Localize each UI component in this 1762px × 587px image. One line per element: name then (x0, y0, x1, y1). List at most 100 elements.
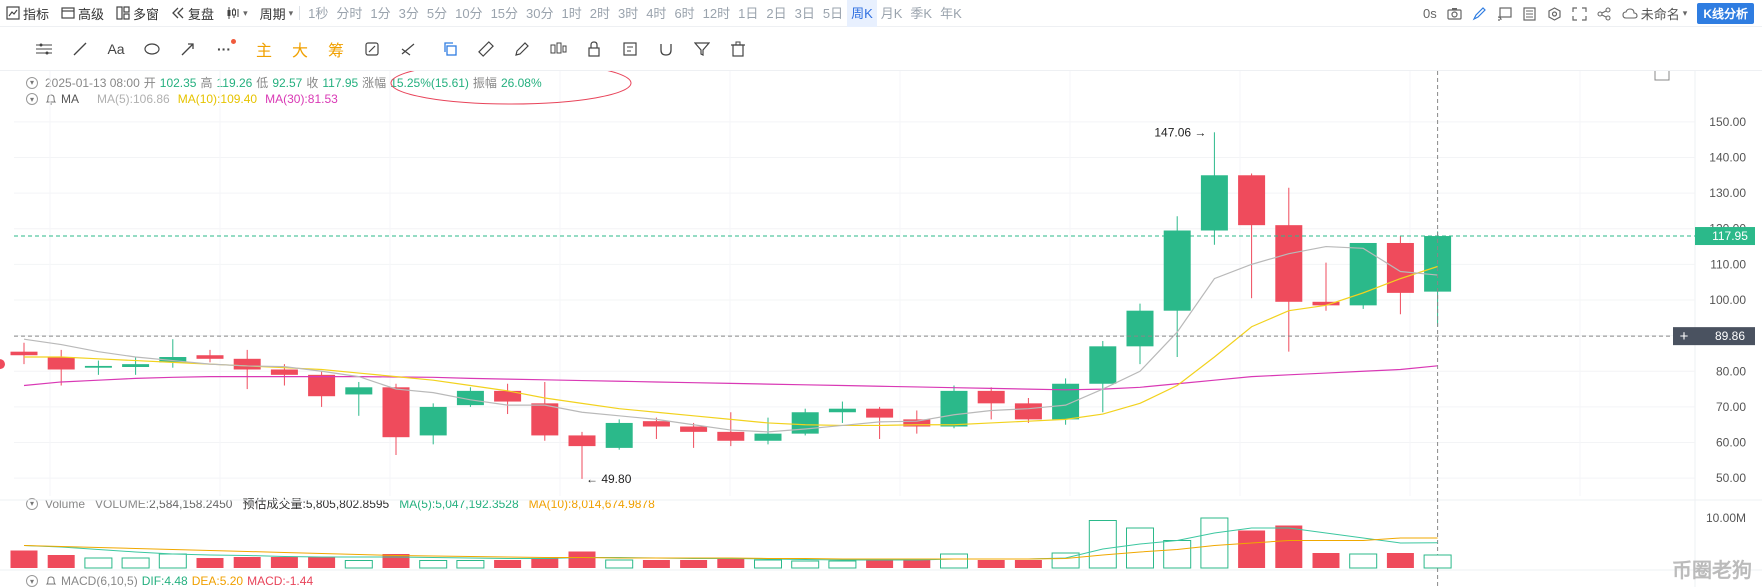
pencil-tool[interactable] (504, 34, 540, 64)
timeframe-2[interactable]: 1分 (370, 5, 391, 21)
crosshair-price-label: 89.86 (1715, 329, 1745, 343)
timeframe-21[interactable]: 年K (940, 5, 962, 21)
candle-body (642, 421, 670, 427)
timeframe-13[interactable]: 12时 (702, 5, 731, 21)
note-tool[interactable] (612, 34, 648, 64)
chip-tool[interactable]: 筹 (318, 34, 354, 64)
copy-tool[interactable] (432, 34, 468, 64)
volume-bar (1014, 560, 1042, 568)
settings-icon[interactable] (1547, 6, 1562, 21)
price-tick-label: 150.00 (1709, 115, 1746, 129)
more-tools[interactable]: ··· (206, 34, 242, 64)
timeframe-16[interactable]: 3日 (794, 5, 815, 21)
candle-body (866, 408, 894, 418)
candle-body (419, 406, 447, 436)
trend-line-tool[interactable] (62, 34, 98, 64)
filter-tool[interactable] (684, 34, 720, 64)
indicators-button[interactable]: 指标 (0, 0, 55, 27)
volume-bar (903, 560, 931, 568)
timeframe-7[interactable]: 30分 (526, 5, 554, 21)
collapse-icon[interactable]: ▾ (26, 93, 38, 105)
kline-analysis-button[interactable]: K线分析 (1697, 3, 1754, 24)
period-button[interactable]: 周期 ▾ (254, 0, 296, 27)
volume-bar (456, 560, 485, 569)
change-value: 15.25%(15.61) (390, 75, 469, 90)
delete-tool[interactable] (720, 34, 756, 64)
price-tick-label: 110.00 (1710, 257, 1746, 271)
kline-pattern-tool[interactable] (540, 34, 576, 64)
horizontal-lines-tool[interactable] (26, 34, 62, 64)
volume-bar (344, 560, 373, 569)
volume-bar (233, 557, 261, 568)
candle-body (122, 364, 150, 367)
cast-icon[interactable] (1497, 6, 1512, 21)
ruler-tool[interactable] (468, 34, 504, 64)
timeframe-19[interactable]: 月K (880, 5, 903, 21)
volume-bar (158, 553, 187, 569)
fullscreen-icon[interactable] (1572, 6, 1587, 21)
cloud-icon (1622, 7, 1638, 19)
layout-selector[interactable]: 未命名 ▾ (1622, 4, 1687, 23)
candle-body (1163, 230, 1191, 311)
multi-window-button[interactable]: 多窗 (110, 0, 165, 27)
volume-bar (10, 550, 38, 568)
auto-draw-icon (365, 41, 379, 56)
big-label: 大 (291, 42, 308, 60)
chart-type-button[interactable]: ▾ (220, 0, 254, 27)
timeframe-14[interactable]: 1日 (738, 5, 759, 21)
crosshair-price-tag (1695, 327, 1755, 346)
replay-button[interactable]: 复盘 (165, 0, 220, 27)
timeframe-11[interactable]: 4时 (646, 5, 667, 21)
horizontal-lines-icon (36, 43, 52, 54)
volume-bar (494, 560, 522, 568)
text-tool[interactable]: Aa (98, 34, 134, 64)
advanced-button[interactable]: 高级 (55, 0, 110, 27)
ma5-value: 106.86 (133, 92, 170, 106)
timeframe-5[interactable]: 10分 (455, 5, 483, 21)
candle-body (10, 351, 38, 356)
timeframe-4[interactable]: 5分 (426, 5, 448, 21)
timeframe-12[interactable]: 6时 (674, 5, 695, 21)
chevron-down-icon: ▾ (243, 7, 248, 18)
amplitude-label: 振幅 (472, 76, 497, 90)
low-value: 92.57 (272, 75, 303, 90)
timeframe-6[interactable]: 15分 (490, 5, 519, 21)
collapse-icon[interactable]: ▾ (26, 76, 38, 89)
timeframe-3[interactable]: 3分 (398, 5, 419, 21)
camera-icon[interactable] (1447, 7, 1462, 21)
chevron-down-icon: ▾ (288, 7, 294, 18)
share-icon[interactable] (1597, 7, 1612, 21)
timeframe-8[interactable]: 1时 (561, 5, 582, 21)
timeframe-17[interactable]: 5日 (822, 5, 844, 21)
calculator-icon[interactable] (1522, 6, 1537, 21)
rewind-icon (172, 7, 184, 19)
timeframe-20[interactable]: 季K (910, 5, 933, 21)
timeframe-0[interactable]: 1秒 (308, 5, 329, 21)
candlestick-icon (227, 7, 239, 19)
auto-draw-tool[interactable] (354, 34, 390, 64)
candle-body (940, 390, 968, 427)
timeframe-18[interactable]: 周K (847, 0, 877, 27)
bell-icon[interactable] (45, 575, 57, 587)
arrow-line-tool[interactable] (170, 34, 206, 64)
candle-body (903, 419, 931, 427)
volume-bar (977, 560, 1005, 568)
main-chart-tool[interactable]: 主 (246, 34, 282, 64)
big-order-tool[interactable]: 大 (282, 34, 318, 64)
magnet-tool[interactable] (648, 34, 684, 64)
timeframe-15[interactable]: 2日 (766, 5, 787, 21)
volume-bar (308, 557, 336, 568)
top-toolbar: 指标 高级 多窗 复盘 ▾ 周期 ▾ 1秒 分时 1分 3分 5分 10分 15分 30分 1时… (0, 0, 1762, 27)
last-price-tag (1695, 227, 1755, 246)
timeframe-9[interactable]: 2时 (589, 5, 610, 21)
timeframe-1[interactable]: 分时 (336, 5, 363, 21)
collapse-icon[interactable]: ▾ (26, 497, 38, 510)
timeframe-10[interactable]: 3时 (617, 5, 639, 21)
kline-chart[interactable]: 50.0060.0070.0080.0090.00100.00110.00120… (0, 71, 1762, 587)
amplitude-value: 26.08% (500, 75, 542, 90)
ellipse-tool[interactable] (134, 34, 170, 64)
lock-tool[interactable] (576, 34, 612, 64)
measure-tool[interactable] (390, 34, 426, 64)
pen-icon[interactable] (1472, 6, 1487, 21)
trend-line-icon (73, 42, 87, 55)
